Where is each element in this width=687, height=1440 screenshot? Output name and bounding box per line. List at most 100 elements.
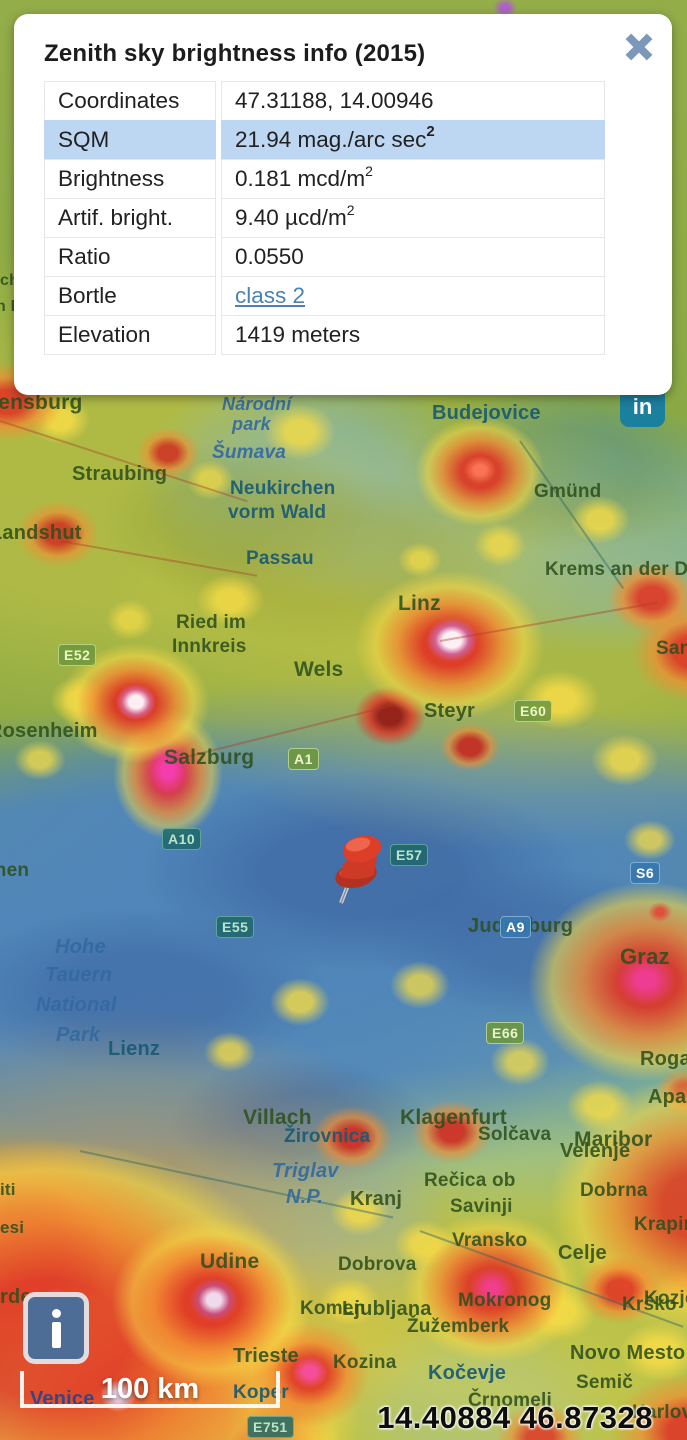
map-label: Klagenfurt — [400, 1106, 507, 1129]
map-label: Dobrna — [580, 1180, 648, 1201]
map-label: Villach — [243, 1106, 312, 1129]
map-label: Linz — [398, 592, 441, 615]
map-label: Kozina — [333, 1352, 397, 1373]
table-row: Coordinates 47.31188, 14.00946 — [44, 81, 605, 121]
map-label: park — [232, 414, 271, 434]
cursor-coordinates: 14.40884 46.87328 — [377, 1400, 653, 1435]
map-label: Dobrova — [338, 1254, 417, 1275]
map-label: National — [36, 994, 117, 1016]
row-value: 1419 meters — [221, 315, 605, 355]
table-row: Brightness 0.181 mcd/m2 — [44, 159, 605, 199]
map-label: Kočevje — [428, 1362, 507, 1384]
map-label: Neukirchen — [230, 478, 336, 499]
map-label: Wels — [294, 658, 344, 681]
map-label: Šumava — [212, 442, 287, 463]
row-value: 21.94 mag./arc sec2 — [221, 120, 605, 160]
close-button[interactable] — [620, 28, 658, 66]
map-label: Národní — [222, 394, 292, 414]
map-label: Park — [56, 1024, 101, 1046]
map-label: vorm Wald — [228, 502, 327, 523]
road-badge: A9 — [500, 916, 531, 938]
scale-label: 100 km — [100, 1373, 200, 1406]
map-label: Krško — [622, 1294, 677, 1315]
map-label: N.P. — [286, 1186, 324, 1208]
scale-bar: 100 km — [20, 1371, 280, 1408]
map-label: Novo Mesto — [570, 1342, 686, 1364]
map-label: Krems an der D — [545, 559, 687, 580]
map-label: Celje — [558, 1242, 607, 1264]
map-label: Ljubljana — [342, 1298, 432, 1320]
row-label: Elevation — [44, 315, 216, 355]
map-label: Rečica ob — [424, 1170, 516, 1191]
road-badge: E55 — [216, 916, 255, 938]
info-button[interactable] — [23, 1292, 89, 1364]
map-label: Udine — [200, 1250, 260, 1273]
row-value: 0.181 mcd/m2 — [221, 159, 605, 199]
map-label: Ried im — [176, 612, 247, 633]
map-label: Žužemberk — [407, 1316, 510, 1337]
map-label: Hohe — [55, 936, 106, 958]
road-badge: E52 — [58, 644, 97, 666]
map-label: Komen — [300, 1298, 366, 1319]
table-row: Elevation 1419 meters — [44, 315, 605, 355]
map-label: Straubing — [72, 463, 168, 485]
popup-title: Zenith sky brightness info (2015) — [44, 40, 426, 67]
map-label: Kranj — [350, 1188, 403, 1210]
map-label: Budejovice — [432, 402, 541, 424]
map-label: Tauern — [45, 964, 113, 986]
road-badge: E60 — [514, 700, 553, 722]
row-value: 0.0550 — [221, 237, 605, 277]
map-label: Gmünd — [534, 481, 602, 502]
info-table: Coordinates 47.31188, 14.00946 SQM 21.94… — [44, 81, 605, 355]
map-label: Innkreis — [172, 636, 247, 657]
road-badge: S6 — [630, 862, 661, 884]
row-label: Bortle — [44, 276, 216, 316]
close-icon — [625, 33, 653, 61]
map-label: chen — [0, 860, 30, 881]
map-label: Rogaška — [640, 1048, 687, 1070]
road-badge: A1 — [288, 748, 319, 770]
map-label: Savinji — [450, 1196, 513, 1217]
map-label: Sankt — [656, 638, 687, 659]
map-label: Črnomelj — [468, 1390, 552, 1411]
map-label: Lienz — [108, 1038, 161, 1060]
map-label: Triglav — [272, 1160, 339, 1182]
map-label: Semič — [576, 1372, 633, 1393]
row-label: Artif. bright. — [44, 198, 216, 238]
map-label: Maribor — [574, 1128, 653, 1151]
row-label: Ratio — [44, 237, 216, 277]
map-label: esi — [0, 1218, 25, 1237]
road-badge: A10 — [162, 828, 202, 850]
map-label: Regensburg — [0, 391, 83, 414]
map-label: Žirovnica — [284, 1126, 371, 1147]
road-badge: E57 — [390, 844, 429, 866]
table-row-highlighted: SQM 21.94 mag./arc sec2 — [44, 120, 605, 160]
row-value: 47.31188, 14.00946 — [221, 81, 605, 121]
map-label: Karlovac — [632, 1402, 687, 1423]
bortle-class-link[interactable]: class 2 — [235, 283, 306, 308]
map-label: Graz — [620, 944, 670, 969]
row-label: Brightness — [44, 159, 216, 199]
row-label: Coordinates — [44, 81, 216, 121]
row-value: class 2 — [221, 276, 605, 316]
map-label: Landshut — [0, 522, 82, 544]
zenith-info-popup: Zenith sky brightness info (2015) Coordi… — [14, 14, 672, 395]
row-label: SQM — [44, 120, 216, 160]
road-badge: E751 — [247, 1416, 294, 1438]
map-label: Solčava — [478, 1124, 552, 1145]
map-label: Koper — [233, 1382, 289, 1403]
map-label: Mokronog — [458, 1290, 552, 1311]
map-label: Trieste — [233, 1345, 299, 1367]
map-label: Salzburg — [164, 746, 255, 769]
table-row: Bortle class 2 — [44, 276, 605, 316]
map-label: Rosenheim — [0, 720, 98, 742]
table-row: Artif. bright. 9.40 µcd/m2 — [44, 198, 605, 238]
map-label: Vransko — [452, 1230, 528, 1251]
map-label: iti — [0, 1180, 16, 1199]
map-label: Apače — [648, 1086, 687, 1108]
row-value: 9.40 µcd/m2 — [221, 198, 605, 238]
map-label: Passau — [246, 548, 314, 569]
table-row: Ratio 0.0550 — [44, 237, 605, 277]
map-label: Steyr — [424, 700, 476, 722]
location-pin — [335, 835, 382, 904]
